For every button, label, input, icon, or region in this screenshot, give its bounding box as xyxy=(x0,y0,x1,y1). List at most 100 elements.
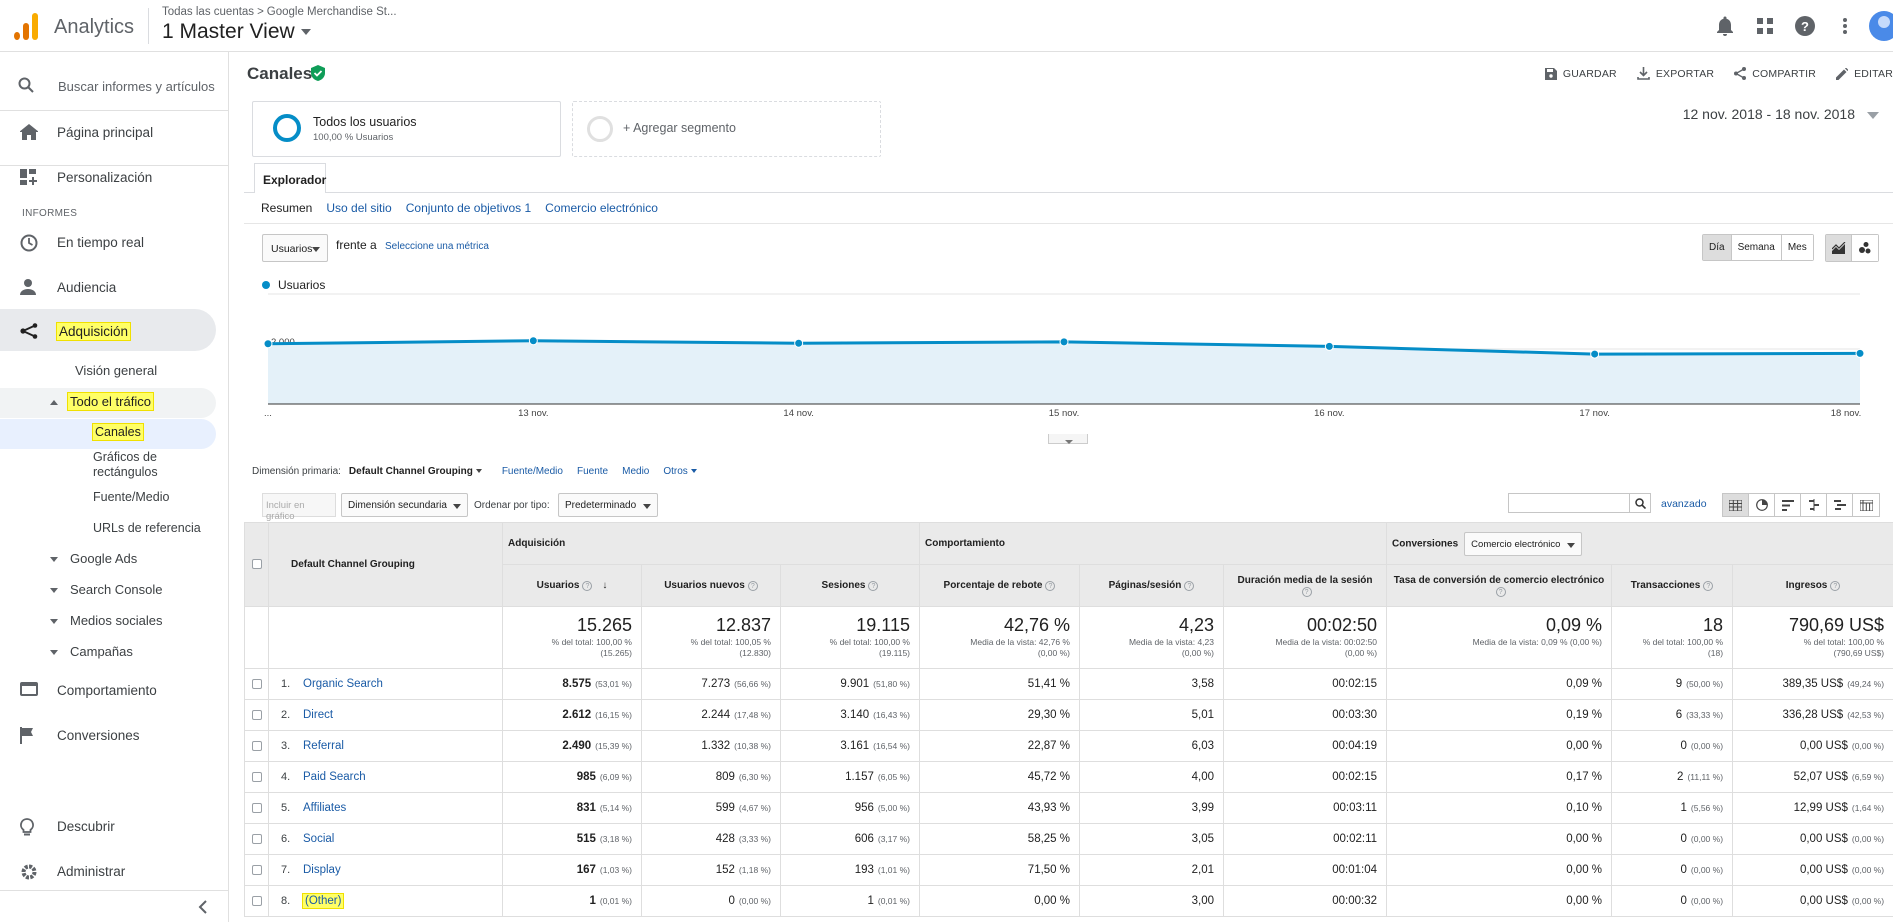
sidebar-item-discover[interactable]: Descubrir xyxy=(0,806,229,846)
export-button[interactable]: EXPORTAR xyxy=(1637,67,1714,80)
metric-select[interactable]: Usuarios xyxy=(262,234,328,262)
subtab-summary[interactable]: Resumen xyxy=(261,201,313,215)
sidebar-item-realtime[interactable]: En tiempo real xyxy=(0,222,229,262)
col-header-revenue[interactable]: Ingresos? xyxy=(1732,564,1893,607)
share-button[interactable]: COMPARTIR xyxy=(1734,67,1816,80)
subtab-goal-set-1[interactable]: Conjunto de objetivos 1 xyxy=(405,201,532,215)
col-header-bounce-rate[interactable]: Porcentaje de rebote? xyxy=(919,564,1080,607)
row-checkbox[interactable] xyxy=(251,678,262,689)
table-search-button[interactable] xyxy=(1629,493,1651,513)
sidebar-item-overview[interactable]: Visión general xyxy=(75,363,158,378)
help-icon[interactable]: ? xyxy=(1830,581,1841,591)
col-header-avg-duration[interactable]: Duración media de la sesión? xyxy=(1222,564,1388,607)
table-search-input[interactable] xyxy=(1508,493,1630,513)
row-checkbox[interactable] xyxy=(251,802,262,813)
view-selector[interactable]: 1 Master View xyxy=(162,20,311,44)
dimension-others-link[interactable]: Otros xyxy=(663,466,697,477)
help-icon[interactable]: ? xyxy=(1184,581,1195,591)
add-segment-button[interactable]: + Agregar segmento xyxy=(572,101,881,157)
save-button[interactable]: GUARDAR xyxy=(1544,67,1617,80)
sort-desc-arrow-icon[interactable]: ↓ xyxy=(602,580,608,591)
dimension-medium-link[interactable]: Medio xyxy=(622,466,650,477)
date-range-picker[interactable]: 12 nov. 2018 - 18 nov. 2018 xyxy=(1683,106,1879,122)
data-table-view-icon[interactable] xyxy=(1723,494,1749,516)
col-header-pages-session[interactable]: Páginas/sesión? xyxy=(1079,564,1224,607)
more-vert-icon[interactable] xyxy=(1831,12,1859,40)
help-icon[interactable]: ? xyxy=(582,581,593,591)
comparison-view-icon[interactable] xyxy=(1801,494,1827,516)
sidebar-item-acquisition[interactable]: Adquisición xyxy=(0,311,229,351)
row-checkbox[interactable] xyxy=(251,895,262,906)
plot-rows-button[interactable]: Incluir en gráfico xyxy=(262,493,336,522)
sidebar-item-customization[interactable]: Personalización xyxy=(0,157,229,197)
dimension-source-link[interactable]: Fuente xyxy=(576,466,609,477)
channel-link[interactable]: Social xyxy=(303,833,335,845)
help-icon[interactable]: ? xyxy=(1045,581,1056,591)
motion-chart-icon[interactable] xyxy=(1852,235,1878,261)
channel-link[interactable]: Organic Search xyxy=(303,678,383,690)
subtab-ecommerce[interactable]: Comercio electrónico xyxy=(545,201,658,215)
row-checkbox[interactable] xyxy=(251,864,262,875)
select-metric-link[interactable]: Seleccione una métrica xyxy=(385,241,489,252)
period-week-button[interactable]: Semana xyxy=(1731,235,1782,260)
row-checkbox[interactable] xyxy=(251,833,262,844)
channel-link[interactable]: Display xyxy=(303,864,341,876)
pie-chart-view-icon[interactable] xyxy=(1749,494,1775,516)
period-month-button[interactable]: Mes xyxy=(1781,235,1813,260)
primary-dimension-current[interactable]: Default Channel Grouping xyxy=(349,466,482,477)
sidebar-item-conversions[interactable]: Conversiones xyxy=(0,715,229,755)
breadcrumb-property[interactable]: Google Merchandise St... xyxy=(266,6,397,18)
col-header-transactions[interactable]: Transacciones? xyxy=(1611,564,1734,607)
sidebar-item-home[interactable]: Página principal xyxy=(0,112,229,152)
help-icon[interactable]: ? xyxy=(1301,586,1312,597)
channel-link[interactable]: Direct xyxy=(303,709,334,721)
channel-link[interactable]: Referral xyxy=(303,740,344,752)
line-chart-icon[interactable] xyxy=(1826,235,1852,261)
dimension-source-medium-link[interactable]: Fuente/Medio xyxy=(501,466,563,477)
term-cloud-view-icon[interactable] xyxy=(1827,494,1853,516)
channel-link[interactable]: Paid Search xyxy=(303,771,366,783)
tab-explorer[interactable]: Explorador xyxy=(254,163,326,193)
segment-all-users[interactable]: Todos los usuarios 100,00 % Usuarios xyxy=(252,101,561,157)
sidebar-item-referrals[interactable]: URLs de referencia xyxy=(93,521,201,535)
performance-view-icon[interactable] xyxy=(1775,494,1801,516)
period-day-button[interactable]: Día xyxy=(1703,235,1732,260)
col-header-ecommerce-conversion[interactable]: Tasa de conversión de comercio electróni… xyxy=(1386,564,1613,607)
row-checkbox[interactable] xyxy=(251,771,262,782)
secondary-dimension-select[interactable]: Dimensión secundaria xyxy=(341,493,468,517)
channel-link[interactable]: (Other) xyxy=(303,894,344,908)
col-header-sessions[interactable]: Sesiones? xyxy=(780,564,920,607)
help-icon[interactable]: ? xyxy=(747,581,758,591)
sidebar-item-search-console[interactable]: Search Console xyxy=(50,582,163,597)
sidebar-item-social[interactable]: Medios sociales xyxy=(50,613,163,628)
chart-resize-handle[interactable] xyxy=(1048,434,1088,444)
collapse-sidebar-chevron-icon[interactable] xyxy=(198,900,208,919)
notifications-bell-icon[interactable] xyxy=(1711,12,1739,40)
channel-link[interactable]: Affiliates xyxy=(303,802,347,814)
conversion-type-select[interactable]: Comercio electrónico xyxy=(1464,531,1583,556)
dimension-column-header[interactable]: Default Channel Grouping xyxy=(268,522,503,607)
advanced-filter-link[interactable]: avanzado xyxy=(1661,498,1707,510)
row-checkbox[interactable] xyxy=(251,740,262,751)
sidebar-item-channels[interactable]: Canales xyxy=(93,424,143,440)
apps-grid-icon[interactable] xyxy=(1751,12,1779,40)
sidebar-item-behavior[interactable]: Comportamiento xyxy=(0,670,229,710)
help-icon[interactable]: ? xyxy=(1791,12,1819,40)
breadcrumb-account[interactable]: Todas las cuentas xyxy=(162,6,255,18)
row-checkbox[interactable] xyxy=(251,709,262,720)
analytics-logo-icon[interactable] xyxy=(14,10,40,40)
sidebar-item-treemaps[interactable]: Gráficos de rectángulos xyxy=(93,450,158,479)
sidebar-search[interactable]: Buscar informes y artículos xyxy=(0,68,229,102)
sidebar-item-audience[interactable]: Audiencia xyxy=(0,267,229,307)
edit-button[interactable]: EDITAR xyxy=(1836,67,1893,80)
sidebar-item-source-medium[interactable]: Fuente/Medio xyxy=(93,490,170,504)
col-header-new-users[interactable]: Usuarios nuevos? xyxy=(641,564,781,607)
sidebar-item-google-ads[interactable]: Google Ads xyxy=(50,551,137,566)
help-icon[interactable]: ? xyxy=(868,581,879,591)
col-header-users[interactable]: Usuarios? ↓ xyxy=(502,564,642,607)
sort-type-select[interactable]: Predeterminado xyxy=(558,493,658,517)
select-all-checkbox[interactable] xyxy=(251,559,262,570)
account-avatar[interactable] xyxy=(1869,11,1893,41)
help-icon[interactable]: ? xyxy=(1703,581,1714,591)
help-icon[interactable]: ? xyxy=(1495,586,1506,597)
